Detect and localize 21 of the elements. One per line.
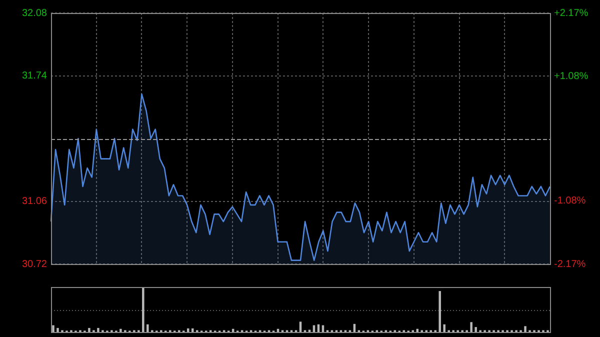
bar bbox=[438, 291, 441, 332]
y2-tick-label: +1.08% bbox=[554, 70, 588, 82]
bar bbox=[52, 325, 54, 332]
bar bbox=[470, 322, 472, 332]
bar bbox=[474, 327, 477, 332]
y-tick-label: 31.74 bbox=[22, 70, 48, 82]
bar bbox=[443, 324, 446, 332]
bar bbox=[120, 328, 122, 332]
y-tick-label: 30.72 bbox=[22, 258, 48, 270]
bar bbox=[142, 287, 144, 332]
y2-tick-label: +2.17% bbox=[554, 8, 588, 19]
bar bbox=[146, 324, 149, 332]
bar bbox=[56, 328, 59, 332]
y2-tick-label: -2.17% bbox=[554, 258, 586, 270]
y-tick-label: 32.08 bbox=[22, 8, 48, 19]
bar bbox=[524, 326, 526, 332]
bar bbox=[299, 322, 302, 332]
bar bbox=[88, 328, 90, 332]
y2-tick-label: -1.08% bbox=[554, 196, 586, 207]
y-tick-label: 31.06 bbox=[22, 196, 48, 207]
bar bbox=[97, 328, 100, 332]
